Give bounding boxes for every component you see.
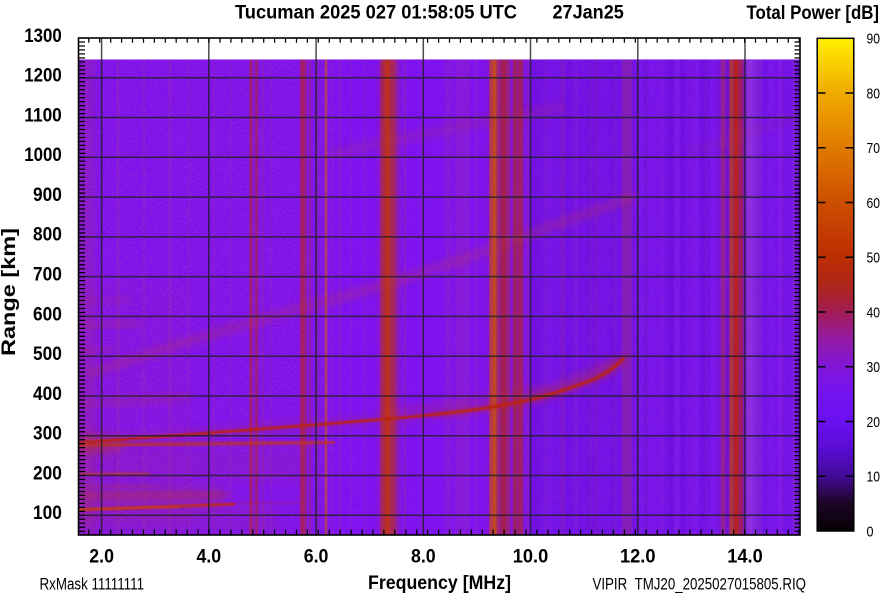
svg-text:Range [km]: Range [km] [0,228,20,356]
svg-text:10: 10 [867,469,881,486]
svg-text:2.0: 2.0 [89,547,114,568]
svg-text:80: 80 [867,85,881,102]
svg-text:8.0: 8.0 [411,547,436,568]
svg-text:RxMask 11111111: RxMask 11111111 [40,575,145,594]
svg-text:30: 30 [867,359,881,376]
svg-text:300: 300 [33,424,62,445]
svg-text:10.0: 10.0 [513,547,549,568]
svg-text:600: 600 [33,304,62,325]
svg-text:14.0: 14.0 [727,547,763,568]
svg-text:100: 100 [33,503,62,524]
svg-text:27Jan25: 27Jan25 [553,3,625,24]
svg-text:70: 70 [867,140,881,157]
svg-text:20: 20 [867,414,881,431]
svg-text:6.0: 6.0 [304,547,329,568]
svg-text:700: 700 [33,265,62,286]
svg-text:1200: 1200 [24,66,62,87]
svg-text:50: 50 [867,250,881,267]
svg-text:400: 400 [33,384,62,405]
svg-text:0: 0 [867,523,874,540]
svg-text:4.0: 4.0 [196,547,221,568]
svg-text:60: 60 [867,195,881,212]
svg-text:900: 900 [33,185,62,206]
svg-text:Tucuman 2025 027 01:58:05 UTC: Tucuman 2025 027 01:58:05 UTC [235,3,517,24]
svg-text:1300: 1300 [24,26,62,47]
svg-text:200: 200 [33,463,62,484]
svg-text:500: 500 [33,344,62,365]
svg-text:Frequency [MHz]: Frequency [MHz] [368,573,511,594]
svg-text:Total Power [dB]: Total Power [dB] [747,3,880,24]
svg-text:90: 90 [867,31,881,48]
svg-text:12.0: 12.0 [620,547,656,568]
svg-text:800: 800 [33,225,62,246]
svg-text:1100: 1100 [24,105,62,126]
svg-text:1000: 1000 [24,145,62,166]
svg-text:VIPIR TMJ20_2025027015805.RIQ: VIPIR TMJ20_2025027015805.RIQ [593,575,807,594]
svg-text:40: 40 [867,304,881,321]
